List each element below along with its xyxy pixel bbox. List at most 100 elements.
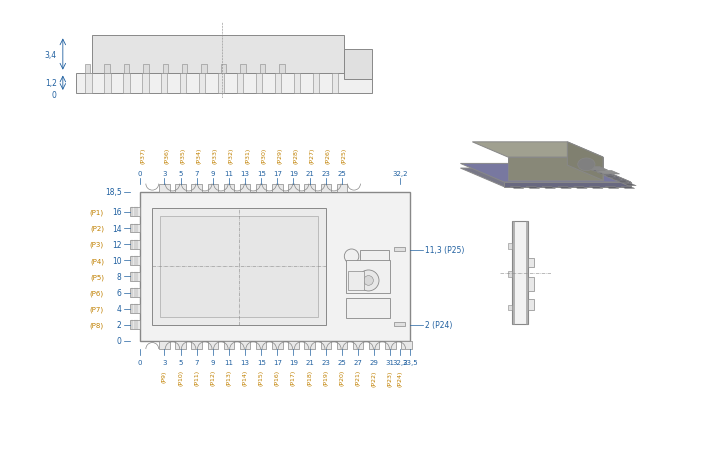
Text: 10: 10 [112, 256, 122, 265]
Bar [161, 73, 168, 94]
Text: 1,2: 1,2 [45, 79, 57, 88]
Text: 0: 0 [138, 359, 143, 365]
Bar [130, 208, 140, 217]
Text: (P9): (P9) [162, 369, 167, 382]
Text: 11,3 (P25): 11,3 (P25) [425, 246, 464, 255]
Bar [320, 184, 331, 192]
Bar [199, 73, 205, 94]
Text: (P22): (P22) [372, 369, 377, 386]
Bar [343, 50, 372, 80]
Bar [224, 341, 234, 349]
Text: (P7): (P7) [90, 306, 104, 312]
Text: (P21): (P21) [356, 369, 361, 386]
Text: (P14): (P14) [243, 369, 248, 386]
Circle shape [344, 249, 359, 264]
Bar [240, 184, 251, 192]
Circle shape [577, 159, 595, 171]
Text: 16: 16 [112, 208, 122, 217]
Bar [279, 65, 284, 73]
Polygon shape [574, 187, 588, 189]
Bar [221, 65, 226, 73]
Text: 15: 15 [257, 170, 266, 176]
Bar [163, 65, 168, 73]
Bar [346, 261, 390, 293]
Polygon shape [504, 183, 631, 187]
Bar [272, 184, 282, 192]
Text: (P30): (P30) [261, 148, 266, 164]
Polygon shape [604, 176, 616, 178]
Text: 11: 11 [225, 359, 233, 365]
Text: (P31): (P31) [245, 148, 250, 164]
Bar [175, 341, 186, 349]
Text: 25: 25 [338, 359, 346, 365]
Text: (P12): (P12) [210, 369, 215, 386]
Text: 19: 19 [289, 359, 298, 365]
Text: (P17): (P17) [291, 369, 296, 386]
Text: (P27): (P27) [310, 148, 315, 164]
Bar [140, 192, 410, 341]
Text: (P25): (P25) [342, 148, 347, 164]
Bar [92, 36, 343, 73]
Polygon shape [526, 187, 540, 189]
Bar [130, 305, 140, 313]
Bar [180, 73, 186, 94]
Polygon shape [590, 170, 603, 172]
Bar [124, 65, 129, 73]
Text: (P11): (P11) [194, 369, 199, 386]
Text: 2: 2 [117, 321, 122, 330]
Circle shape [364, 276, 374, 285]
Text: 14: 14 [112, 224, 122, 233]
Text: 27: 27 [354, 359, 362, 365]
Bar [288, 184, 299, 192]
Text: (P3): (P3) [90, 241, 104, 248]
Bar [528, 259, 534, 268]
Bar [508, 305, 512, 311]
Bar [305, 341, 315, 349]
Text: 21: 21 [305, 170, 314, 176]
Bar [369, 341, 379, 349]
Bar [256, 73, 262, 94]
Text: 0: 0 [138, 170, 143, 176]
Text: 5: 5 [179, 359, 183, 365]
Polygon shape [461, 169, 631, 187]
Text: (P19): (P19) [323, 369, 328, 386]
Bar [528, 299, 534, 311]
Bar [508, 272, 512, 277]
Text: 3: 3 [162, 359, 166, 365]
Text: (P28): (P28) [294, 148, 298, 164]
Bar [175, 184, 186, 192]
Polygon shape [588, 164, 631, 187]
Bar [312, 73, 320, 94]
Text: (P34): (P34) [197, 148, 202, 164]
Text: (P18): (P18) [307, 369, 312, 386]
Polygon shape [508, 158, 603, 181]
Polygon shape [606, 187, 619, 189]
Bar [395, 248, 405, 252]
Polygon shape [596, 171, 620, 174]
Polygon shape [558, 187, 572, 189]
Text: 17: 17 [273, 170, 282, 176]
Text: 9: 9 [210, 170, 215, 176]
Text: 29: 29 [370, 359, 379, 365]
Bar [508, 244, 512, 249]
Bar [275, 73, 282, 94]
Bar [130, 240, 140, 249]
Text: 18,5: 18,5 [105, 188, 122, 197]
Text: 3,4: 3,4 [45, 50, 57, 59]
Text: 21: 21 [305, 359, 314, 365]
Bar [256, 341, 266, 349]
Text: 25: 25 [338, 170, 346, 176]
Bar [192, 184, 202, 192]
Bar [202, 65, 207, 73]
Bar [401, 341, 412, 349]
Text: 23: 23 [321, 170, 330, 176]
Bar [153, 208, 325, 325]
Polygon shape [597, 173, 609, 175]
Bar [76, 73, 372, 94]
Bar [207, 184, 218, 192]
Text: (P8): (P8) [90, 322, 104, 328]
Bar [512, 221, 528, 325]
Text: 12: 12 [112, 240, 122, 249]
Bar [385, 341, 395, 349]
Bar [130, 289, 140, 297]
